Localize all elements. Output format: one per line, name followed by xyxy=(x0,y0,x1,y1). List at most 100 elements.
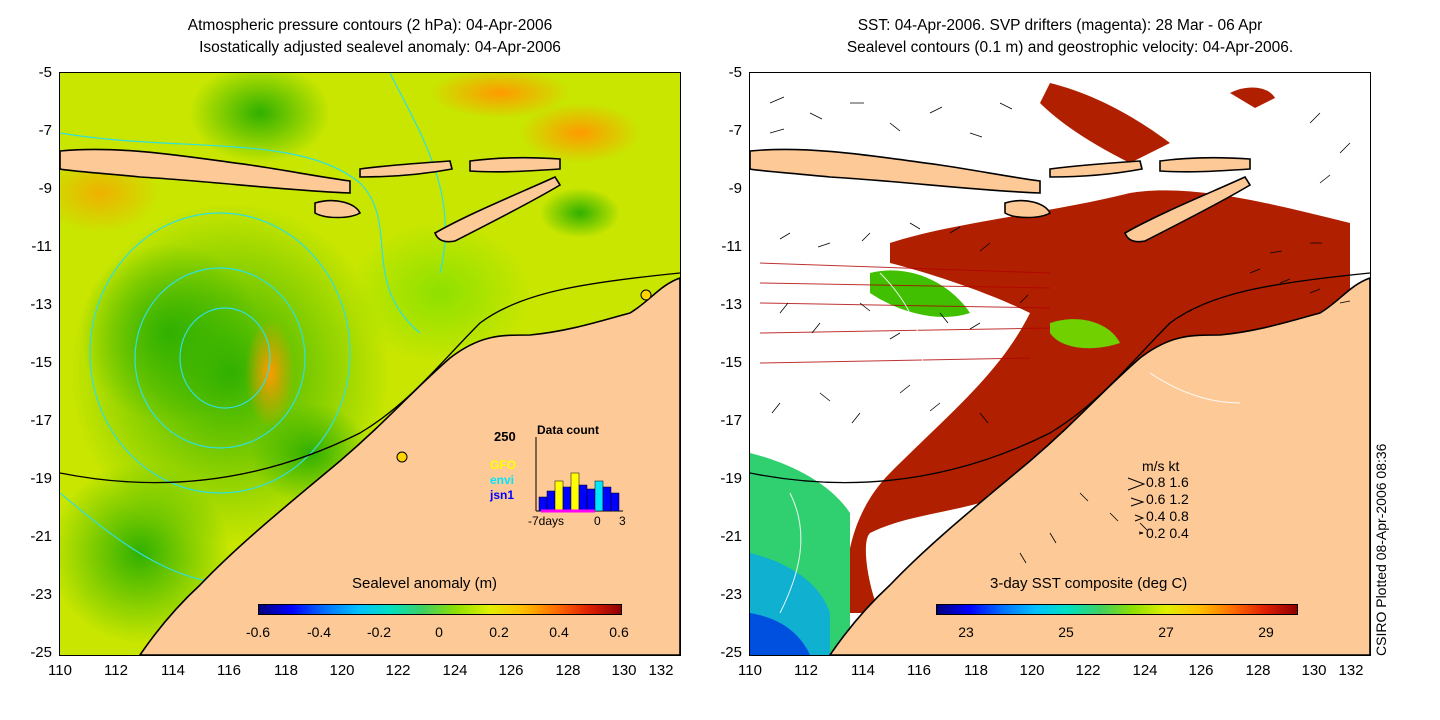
right-y-tick: -21 xyxy=(720,528,742,545)
left-title-line2: Isostatically adjusted sealevel anomaly:… xyxy=(199,39,561,56)
right-colorbar xyxy=(936,604,1298,615)
legend-jsn1: jsn1 xyxy=(490,488,515,502)
data-count-xlabel-start: -7days xyxy=(528,514,565,528)
left-cb-tick-4: 0.2 xyxy=(489,624,509,640)
timor-island xyxy=(434,175,562,243)
right-title-line1: SST: 04-Apr-2006. SVP drifters (magenta)… xyxy=(857,17,1263,34)
left-y-tick: -7 xyxy=(38,122,52,139)
left-cb-tick-0: -0.6 xyxy=(245,624,271,640)
left-x-tick: 130 xyxy=(611,662,637,679)
right-cb-tick-2: 27 xyxy=(1158,624,1174,640)
sumba-island xyxy=(1004,199,1052,219)
left-x-tick: 120 xyxy=(329,662,355,679)
left-map xyxy=(59,72,681,656)
left-y-tick: -11 xyxy=(31,238,52,255)
right-x-tick: 116 xyxy=(907,662,931,679)
left-x-tick: 124 xyxy=(442,662,468,679)
velocity-legend-arrows xyxy=(1127,477,1146,535)
left-y-tick: -13 xyxy=(30,296,52,313)
right-y-tick: -9 xyxy=(728,180,742,197)
right-x-tick: 128 xyxy=(1245,662,1271,679)
left-cb-tick-3: 0 xyxy=(435,624,443,640)
right-y-tick: -25 xyxy=(720,644,742,661)
left-y-tick: -5 xyxy=(38,64,52,81)
data-count-histogram xyxy=(535,437,623,513)
right-x-tick: 120 xyxy=(1019,662,1045,679)
right-y-tick: -15 xyxy=(720,354,742,371)
right-title-line2: Sealevel contours (0.1 m) and geostrophi… xyxy=(846,39,1294,56)
right-x-tick: 110 xyxy=(738,662,762,679)
right-x-tick: 126 xyxy=(1188,662,1214,679)
right-y-tick: -13 xyxy=(720,296,742,313)
right-x-tick: 130 xyxy=(1301,662,1327,679)
right-x-tick: 132 xyxy=(1338,662,1364,679)
left-y-tick: -21 xyxy=(30,528,52,545)
velocity-legend-row-1: 0.8 1.6 xyxy=(1146,474,1189,490)
java-island xyxy=(60,148,351,194)
right-colorbar-title: 3-day SST composite (deg C) xyxy=(990,575,1188,592)
legend-gfo: GFO xyxy=(490,458,516,472)
left-y-tick: -15 xyxy=(30,354,52,371)
sumbawa-island xyxy=(1049,160,1143,178)
left-land xyxy=(60,148,680,655)
sumba-island xyxy=(314,199,362,219)
left-x-tick: 110 xyxy=(48,662,72,679)
right-map xyxy=(749,72,1371,656)
left-y-tick: -23 xyxy=(30,586,52,603)
left-colorbar xyxy=(258,604,622,615)
left-cb-tick-5: 0.4 xyxy=(549,624,569,640)
left-x-tick: 116 xyxy=(217,662,241,679)
left-x-tick: 112 xyxy=(104,662,128,679)
left-cb-tick-6: 0.6 xyxy=(609,624,629,640)
right-x-tick: 118 xyxy=(964,662,988,679)
flores-island xyxy=(1159,156,1251,173)
left-y-tick: -25 xyxy=(30,644,52,661)
right-y-tick: -19 xyxy=(720,470,742,487)
velocity-legend-row-3: 0.4 0.8 xyxy=(1146,508,1189,524)
left-x-tick: 118 xyxy=(274,662,298,679)
data-count-ymax: 250 xyxy=(494,429,516,444)
data-count-title: Data count xyxy=(537,423,600,437)
right-x-tick: 124 xyxy=(1132,662,1158,679)
left-x-tick: 128 xyxy=(555,662,581,679)
sumbawa-island xyxy=(359,160,453,178)
left-y-tick: -17 xyxy=(30,412,52,429)
right-x-tick: 112 xyxy=(794,662,818,679)
data-count-xlabel-end: 3 xyxy=(619,514,626,528)
right-x-tick: 122 xyxy=(1075,662,1101,679)
velocity-legend-row-4: 0.2 0.4 xyxy=(1146,525,1189,541)
right-y-tick: -23 xyxy=(720,586,742,603)
right-cb-tick-0: 23 xyxy=(958,624,974,640)
right-cb-tick-3: 29 xyxy=(1258,624,1274,640)
right-cb-tick-1: 25 xyxy=(1058,624,1074,640)
velocity-arrows xyxy=(769,96,1351,564)
left-x-tick: 132 xyxy=(648,662,674,679)
australia-land xyxy=(139,277,680,655)
left-x-tick: 126 xyxy=(498,662,524,679)
right-y-tick: -11 xyxy=(721,238,742,255)
plot-credit: CSIRO Plotted 08-Apr-2006 08:36 xyxy=(1373,443,1389,656)
velocity-legend-header: m/s kt xyxy=(1142,458,1180,474)
right-y-tick: -5 xyxy=(728,64,742,81)
data-count-xlabel-zero: 0 xyxy=(594,514,601,528)
left-title-line1: Atmospheric pressure contours (2 hPa): 0… xyxy=(187,17,553,34)
flores-island xyxy=(469,156,561,173)
legend-envi: envi xyxy=(490,473,515,487)
timor-island xyxy=(1124,175,1252,243)
java-island xyxy=(750,148,1041,194)
left-cb-tick-2: -0.2 xyxy=(366,624,392,640)
left-colorbar-title: Sealevel anomaly (m) xyxy=(352,575,498,592)
right-x-tick: 114 xyxy=(851,662,875,679)
australia-land xyxy=(829,277,1370,655)
sealevel-anomaly-map xyxy=(60,73,680,655)
left-x-tick: 122 xyxy=(385,662,411,679)
right-land xyxy=(750,148,1370,655)
sst-map xyxy=(750,73,1370,655)
left-x-tick: 114 xyxy=(161,662,185,679)
right-y-tick: -17 xyxy=(720,412,742,429)
velocity-legend-row-2: 0.6 1.2 xyxy=(1146,491,1189,507)
left-y-tick: -9 xyxy=(38,180,52,197)
left-cb-tick-1: -0.4 xyxy=(306,624,332,640)
left-y-tick: -19 xyxy=(30,470,52,487)
right-y-tick: -7 xyxy=(728,122,742,139)
